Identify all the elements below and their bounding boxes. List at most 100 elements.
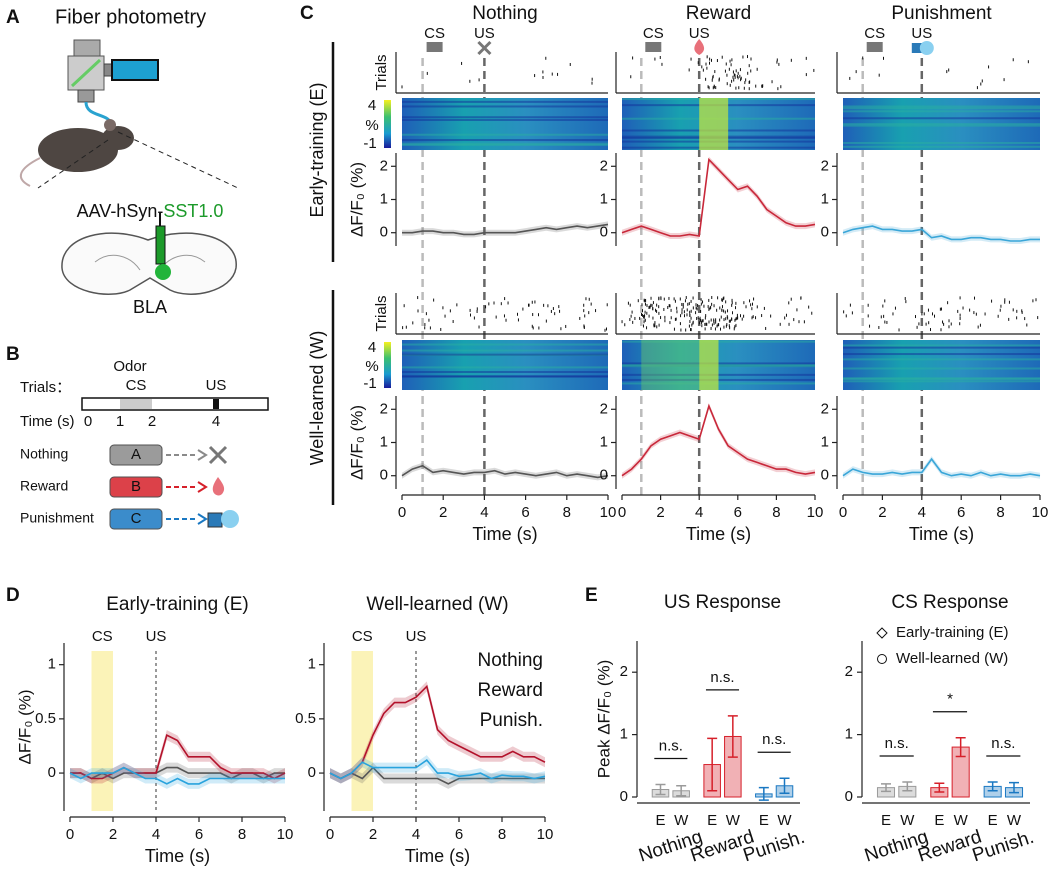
time-tick: 1 [116, 413, 124, 430]
mouse [19, 119, 134, 187]
error-bar [779, 777, 790, 795]
time-tick: 2 [148, 413, 156, 430]
error-band [70, 730, 285, 784]
legend-entry: Punish. [480, 710, 543, 731]
arrow-head [197, 513, 208, 525]
x-tick-label: 0 [326, 826, 334, 843]
error-band [402, 221, 608, 238]
colorbar [384, 342, 391, 388]
column-title: Punishment [891, 3, 992, 24]
y-tick-label: 2 [380, 157, 388, 174]
y-tick-label: 0 [821, 467, 829, 484]
x-tick-label: W [900, 812, 915, 829]
cs-icon [866, 42, 883, 52]
heatmap-row [402, 116, 608, 119]
y-tick-label: 0 [845, 788, 853, 805]
shock-icon [207, 512, 223, 528]
significance-label: n.s. [885, 735, 909, 752]
y-tick-label: 0 [48, 764, 56, 781]
x-tick-label: 10 [537, 826, 554, 843]
colorbar [384, 100, 391, 148]
error-band [402, 462, 608, 481]
x-tick-label: 4 [480, 504, 488, 521]
heatmap-row [402, 105, 608, 108]
cs-label: CS [424, 25, 445, 42]
odor-box [109, 476, 163, 498]
x-tick-label: E [934, 812, 944, 829]
y-tick-label: 1 [380, 190, 388, 207]
legend-marker [877, 654, 887, 664]
y-tick-label: 0 [308, 764, 316, 781]
x-tick-label: 10 [1032, 504, 1049, 521]
heatmap-row [843, 353, 1040, 356]
x-axis-label: Time (s) [472, 524, 537, 544]
row-label: Early-training (E) [307, 82, 327, 217]
error-bar [955, 736, 966, 758]
x-tick-label: 6 [195, 826, 203, 843]
y-tick-label: 0.5 [35, 710, 56, 727]
x-axis-label: Time (s) [686, 524, 751, 544]
x-tick-label: E [707, 812, 717, 829]
trace [329, 759, 546, 780]
significance-label: n.s. [991, 735, 1015, 752]
virus-label: AAV-hSyn-SST1.0 [77, 201, 224, 221]
error-band [330, 681, 545, 784]
panel-a-title: Fiber photometry [55, 6, 206, 28]
error-bar [934, 782, 945, 793]
x-tick-label: E [655, 812, 665, 829]
heatmap-row [402, 142, 608, 145]
y-tick-label: 0 [821, 224, 829, 241]
x-tick-label: 10 [277, 826, 294, 843]
heatmap-hot [699, 340, 719, 390]
condition-name: Nothing [20, 446, 68, 462]
x-tick-label: 0 [66, 826, 74, 843]
x-tick-label: 6 [957, 504, 965, 521]
heatmap-row [843, 380, 1040, 383]
y-tick-label: 0 [380, 467, 388, 484]
error-bar [1009, 781, 1019, 794]
heatmap [402, 340, 608, 390]
virus-prefix: AAV-hSyn- [77, 201, 164, 221]
y-tick-label: 2 [380, 400, 388, 417]
heatmap-row [402, 375, 608, 378]
heatmap-row [843, 367, 1040, 370]
x-tick-label: 4 [152, 826, 160, 843]
y-axis-label: ΔF/F₀ (%) [347, 162, 366, 237]
x-tick-label: 2 [439, 504, 447, 521]
trace [842, 225, 1040, 242]
heatmap-row [402, 133, 608, 136]
colorbar-tick: -1 [363, 375, 376, 392]
colorbar-tick: -1 [363, 135, 376, 152]
y-axis-label: Peak ΔF/F₀ (%) [594, 660, 613, 779]
cs-label: CS [643, 25, 664, 42]
x-axis-label: Time (s) [909, 524, 974, 544]
significance-label: * [947, 691, 953, 708]
x-tick-label: 6 [734, 504, 742, 521]
significance-label: n.s. [762, 731, 786, 748]
brain-section [61, 212, 237, 295]
cs-shade [351, 651, 373, 811]
panel-label: E [585, 585, 598, 606]
heatmap-warm [641, 340, 700, 390]
error-bar [902, 781, 913, 792]
shock-icon [221, 510, 239, 528]
heatmap-row [843, 107, 1040, 110]
trace [70, 733, 286, 780]
us-label: US [406, 628, 427, 645]
x-tick-label: 2 [656, 504, 664, 521]
x-axis-label: Time (s) [145, 846, 210, 866]
y-tick-label: 2 [600, 157, 608, 174]
heatmap-row [843, 346, 1040, 349]
error-bar [758, 786, 769, 801]
x-tick-label: E [759, 812, 769, 829]
trial-bar [81, 397, 269, 411]
significance-label: n.s. [710, 669, 734, 686]
error-band [70, 762, 285, 789]
us-label: US [474, 25, 495, 42]
x-tick-label: 8 [772, 504, 780, 521]
heatmap-row [843, 358, 1040, 361]
x-tick-label: 10 [807, 504, 824, 521]
trace [401, 464, 609, 479]
drop-icon [694, 39, 705, 55]
